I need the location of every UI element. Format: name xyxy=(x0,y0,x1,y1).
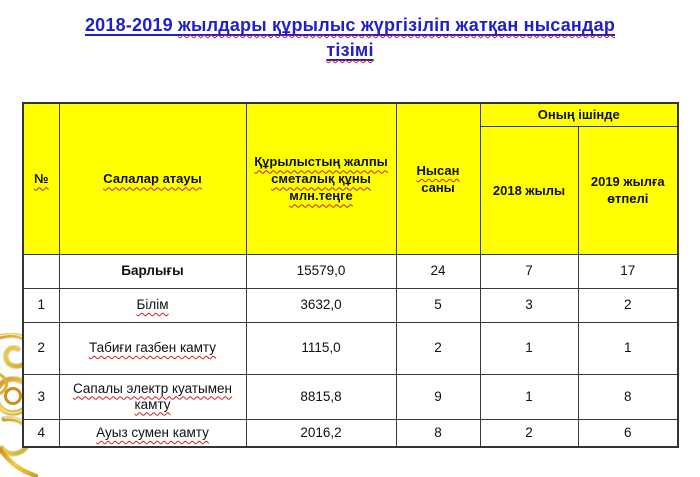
header-row-top: № Салалар атауы Құрылыстың жалпы сметалы… xyxy=(22,102,679,255)
cell-cost: 15579,0 xyxy=(245,253,397,289)
col-header-cost: Құрылыстың жалпы сметалық құны млн.теңге xyxy=(245,102,397,255)
cell-count: 5 xyxy=(395,287,481,323)
title-line2-text: тізімі xyxy=(326,40,374,60)
cell-num: 3 xyxy=(22,373,60,420)
table-row: 1 Білім 3632,0 5 3 2 xyxy=(22,287,679,323)
sector-label: Табиғи газбен камту xyxy=(88,340,217,355)
cell-sector: Табиғи газбен камту xyxy=(58,321,247,375)
construction-objects-table: № Салалар атауы Құрылыстың жалпы сметалы… xyxy=(22,102,679,448)
col-header-2019: 2019 жылға өтпелі xyxy=(577,125,679,255)
table-row: 2 Табиғи газбен камту 1115,0 2 1 1 xyxy=(22,321,679,375)
col-header-sector: Салалар атауы xyxy=(58,102,247,255)
col-header-count-line2: саны xyxy=(421,179,455,195)
sector-label: Ауыз сумен камту xyxy=(96,424,209,440)
cell-sector: Ауыз сумен камту xyxy=(58,418,247,448)
col-header-including: Оның ішінде xyxy=(479,102,679,127)
table-row: 4 Ауыз сумен камту 2016,2 8 2 6 xyxy=(22,418,679,448)
cell-2018: 1 xyxy=(479,321,579,375)
cell-cost: 8815,8 xyxy=(245,373,397,420)
cell-count: 24 xyxy=(395,253,481,289)
cell-2018: 1 xyxy=(479,373,579,420)
cell-count: 2 xyxy=(395,321,481,375)
cell-sector: Сапалы электр куатымен камту xyxy=(58,373,247,420)
col-header-2018: 2018 жылы xyxy=(479,125,579,255)
sector-label: Сапалы электр куатымен камту xyxy=(72,380,233,412)
sector-label: Білім xyxy=(136,297,169,312)
table-row-total: Барлығы 15579,0 24 7 17 xyxy=(22,253,679,289)
cell-2019: 17 xyxy=(577,253,679,289)
cell-2019: 8 xyxy=(577,373,679,420)
cell-sector: Барлығы xyxy=(58,253,247,289)
col-header-count-line1: Нысан xyxy=(416,162,460,178)
cell-cost: 1115,0 xyxy=(245,321,397,375)
col-header-num: № xyxy=(22,102,60,255)
cell-cost: 3632,0 xyxy=(245,287,397,323)
page-title: 2018-2019 жылдары құрылыс жүргізіліп жат… xyxy=(0,13,700,63)
cell-2018: 7 xyxy=(479,253,579,289)
cell-num xyxy=(22,253,60,289)
col-header-count: Нысан саны xyxy=(395,102,481,255)
cell-num: 2 xyxy=(22,321,60,375)
title-line1-text: жылдары құрылыс жүргізіліп жатқан нысанд… xyxy=(178,15,616,35)
col-header-cost-label: Құрылыстың жалпы сметалық құны млн.теңге xyxy=(254,154,388,204)
cell-2018: 2 xyxy=(479,418,579,448)
cell-2019: 2 xyxy=(577,287,679,323)
cell-count: 8 xyxy=(395,418,481,448)
col-header-num-label: № xyxy=(34,171,49,187)
cell-cost: 2016,2 xyxy=(245,418,397,448)
cell-num: 1 xyxy=(22,287,60,323)
cell-num: 4 xyxy=(22,418,60,448)
header-row-years: 2018 жылы 2019 жылға өтпелі xyxy=(23,125,679,255)
table-row: 3 Сапалы электр куатымен камту 8815,8 9 … xyxy=(22,373,679,420)
cell-2019: 1 xyxy=(577,321,679,375)
col-header-sector-label: Салалар атауы xyxy=(103,171,202,187)
cell-sector: Білім xyxy=(58,287,247,323)
cell-count: 9 xyxy=(395,373,481,420)
cell-2019: 6 xyxy=(577,418,679,448)
title-years: 2018-2019 xyxy=(84,15,173,35)
cell-2018: 3 xyxy=(479,287,579,323)
